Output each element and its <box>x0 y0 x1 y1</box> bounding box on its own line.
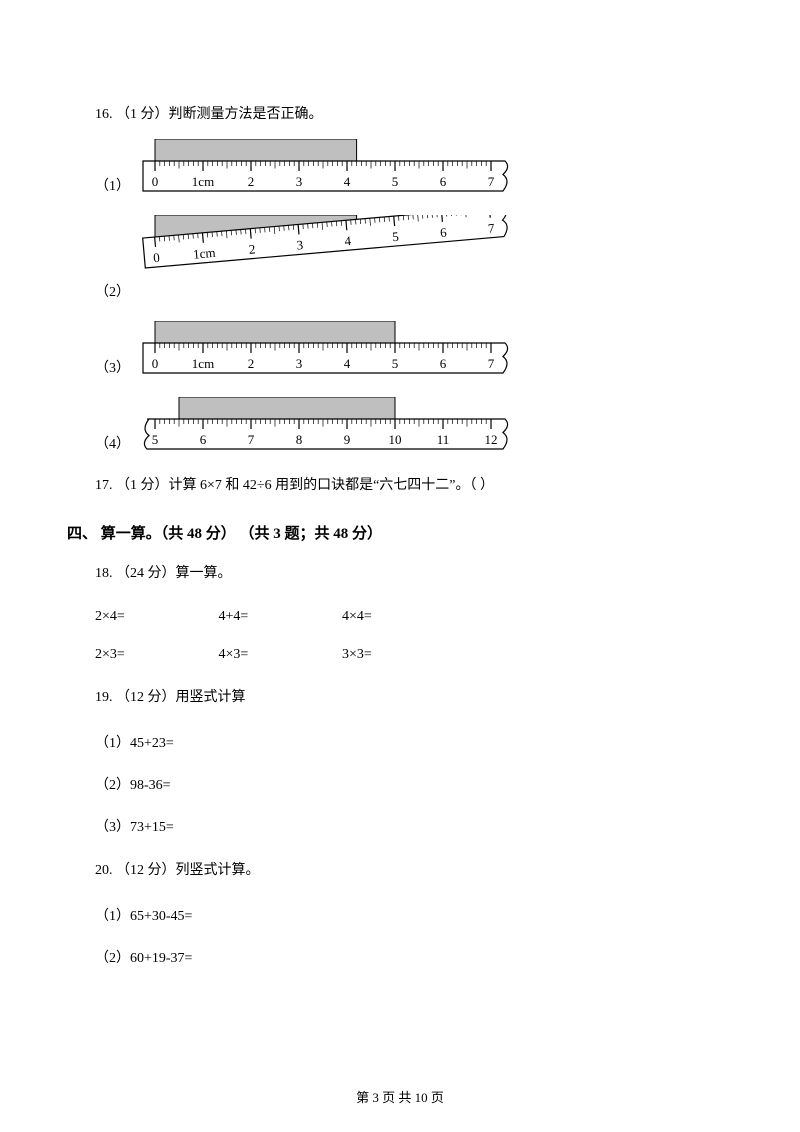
ruler-label-0: （1） <box>95 175 139 201</box>
svg-text:0: 0 <box>153 250 161 266</box>
q18-row-1: 2×3= 4×3= 3×3= <box>95 647 720 663</box>
q19-item-0: （1）45+23= <box>95 732 720 752</box>
section-4-heading: 四、 算一算。（共 48 分） （共 3 题；共 48 分） <box>67 522 720 543</box>
q20-item-0: （1）65+30-45= <box>95 905 720 925</box>
q19-item-2: （3）73+15= <box>95 816 720 836</box>
ruler-svg-holder-3: 5 6 7 8 9 10 11 12 <box>139 397 521 459</box>
ruler-svg-holder-0: 0 1cm 2 3 4 5 6 7 <box>139 139 521 201</box>
svg-text:0: 0 <box>152 174 159 189</box>
svg-text:5: 5 <box>392 356 399 371</box>
svg-text:2: 2 <box>248 242 256 258</box>
q17-text: 17. （1 分）计算 6×7 和 42÷6 用到的口诀都是“六七四十二”。（ … <box>95 473 720 498</box>
svg-text:1cm: 1cm <box>192 245 216 262</box>
svg-text:1cm: 1cm <box>192 356 214 371</box>
q16-text: 16. （1 分）判断测量方法是否正确。 <box>95 102 720 127</box>
svg-text:4: 4 <box>344 174 351 189</box>
svg-text:5: 5 <box>392 174 399 189</box>
page-footer: 第 3 页 共 10 页 <box>0 1087 800 1106</box>
ruler-block-0: （1） 0 1cm 2 3 4 5 6 7 <box>95 139 720 201</box>
svg-text:6: 6 <box>440 356 447 371</box>
ruler-block-2: （3） 0 1cm 2 3 4 5 6 7 <box>95 321 720 383</box>
ruler-block-3: （4） 5 6 7 8 9 10 11 12 <box>95 397 720 459</box>
q18-r1-c0: 2×3= <box>95 647 215 663</box>
svg-text:7: 7 <box>248 432 255 447</box>
q18-r0-c1: 4+4= <box>219 609 339 625</box>
svg-text:7: 7 <box>488 356 495 371</box>
svg-text:12: 12 <box>485 432 498 447</box>
ruler-label-2: （3） <box>95 357 139 383</box>
svg-text:1cm: 1cm <box>192 174 214 189</box>
svg-text:5: 5 <box>392 229 400 245</box>
svg-text:5: 5 <box>152 432 159 447</box>
ruler-svg-holder-2: 0 1cm 2 3 4 5 6 7 <box>139 321 521 383</box>
q18-r0-c2: 4×4= <box>342 609 462 625</box>
ruler-svg: 0 1cm 2 3 4 5 6 7 <box>139 321 521 383</box>
q20-head: 20. （12 分）列竖式计算。 <box>95 858 720 883</box>
svg-text:0: 0 <box>152 356 159 371</box>
ruler-svg: 5 6 7 8 9 10 11 12 <box>139 397 521 459</box>
svg-text:9: 9 <box>344 432 351 447</box>
svg-text:3: 3 <box>296 174 303 189</box>
q19-item-1: （2）98-36= <box>95 774 720 794</box>
ruler-svg: 01cm234567 <box>139 215 521 307</box>
q18-r1-c1: 4×3= <box>219 647 339 663</box>
ruler-svg-holder-1: 01cm234567 <box>139 215 521 307</box>
q18-r1-c2: 3×3= <box>342 647 462 663</box>
ruler-label-1: （2） <box>95 281 139 307</box>
ruler-svg: 0 1cm 2 3 4 5 6 7 <box>139 139 521 201</box>
svg-text:8: 8 <box>296 432 303 447</box>
ruler-label-3: （4） <box>95 433 139 459</box>
svg-text:11: 11 <box>437 432 450 447</box>
q18-row-0: 2×4= 4+4= 4×4= <box>95 609 720 625</box>
svg-text:4: 4 <box>344 356 351 371</box>
ruler-block-1: （2）01cm234567 <box>95 215 720 307</box>
svg-text:6: 6 <box>440 174 447 189</box>
svg-text:3: 3 <box>296 237 304 253</box>
q19-head: 19. （12 分）用竖式计算 <box>95 685 720 710</box>
svg-text:2: 2 <box>248 356 255 371</box>
q18-r0-c0: 2×4= <box>95 609 215 625</box>
svg-text:10: 10 <box>389 432 402 447</box>
svg-text:6: 6 <box>200 432 207 447</box>
q20-item-1: （2）60+19-37= <box>95 947 720 967</box>
svg-text:3: 3 <box>296 356 303 371</box>
svg-text:7: 7 <box>488 174 495 189</box>
q18-head: 18. （24 分）算一算。 <box>95 561 720 586</box>
svg-text:2: 2 <box>248 174 255 189</box>
